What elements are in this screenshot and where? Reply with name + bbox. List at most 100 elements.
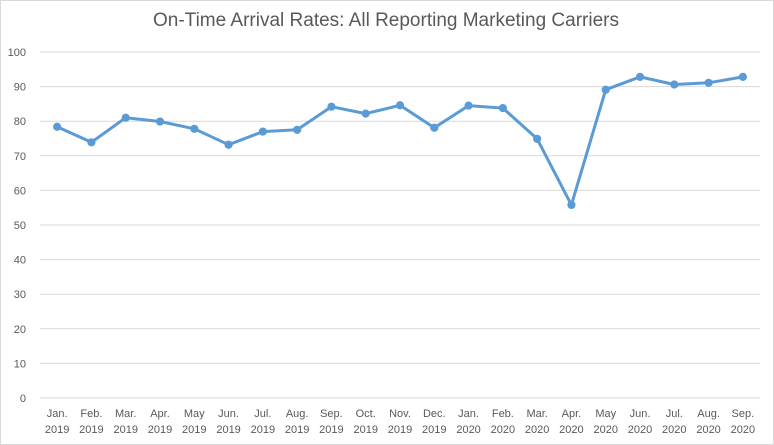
y-tick-label: 10 xyxy=(14,358,26,370)
x-tick-year: 2020 xyxy=(628,424,652,436)
x-tick-label: Aug. 2019 xyxy=(285,408,309,436)
y-axis-tick-labels: 0 10 20 30 40 50 60 70 80 90 100 xyxy=(8,47,26,405)
x-tick-label: Jul. 2020 xyxy=(662,408,686,436)
x-tick-month: Apr. xyxy=(562,408,582,420)
x-tick-month: Nov. xyxy=(389,408,411,420)
data-point xyxy=(121,113,130,122)
x-tick-label: Apr. 2019 xyxy=(148,408,172,436)
x-tick-label: Dec. 2019 xyxy=(422,408,446,436)
data-point xyxy=(430,123,439,132)
y-tick-label: 40 xyxy=(14,255,26,267)
y-tick-label: 90 xyxy=(14,82,26,94)
y-tick-label: 60 xyxy=(14,185,26,197)
x-tick-month: Sep. xyxy=(732,408,755,420)
data-point xyxy=(155,117,165,126)
y-tick-label: 30 xyxy=(14,289,26,301)
x-tick-label: Nov. 2019 xyxy=(388,408,412,436)
data-point xyxy=(498,103,507,113)
x-tick-month: Aug. xyxy=(286,408,309,420)
x-tick-label: Jan. 2020 xyxy=(456,408,480,436)
x-tick-label: May 2019 xyxy=(182,408,206,436)
x-tick-year: 2019 xyxy=(182,424,206,436)
x-tick-label: Apr. 2020 xyxy=(559,408,583,436)
y-tick-label: 0 xyxy=(20,393,26,405)
x-tick-month: Jun. xyxy=(630,408,651,420)
chart-title: On-Time Arrival Rates: All Reporting Mar… xyxy=(153,10,619,31)
x-tick-label: Mar. 2019 xyxy=(113,408,137,436)
x-tick-label: Sep. 2019 xyxy=(319,408,343,436)
x-tick-label: May 2020 xyxy=(593,408,617,436)
y-tick-label: 50 xyxy=(14,220,26,232)
x-tick-year: 2020 xyxy=(456,424,480,436)
data-point xyxy=(190,124,199,133)
data-point xyxy=(601,85,610,94)
x-tick-month: May xyxy=(184,408,205,420)
data-point xyxy=(738,72,747,82)
series-layer xyxy=(53,72,747,210)
x-tick-year: 2019 xyxy=(216,424,240,436)
x-tick-label: Jun. 2020 xyxy=(628,408,652,436)
y-tick-label: 70 xyxy=(14,151,26,163)
x-tick-label: Jul. 2019 xyxy=(251,408,275,436)
x-tick-year: 2019 xyxy=(422,424,446,436)
x-tick-year: 2019 xyxy=(45,424,69,436)
x-tick-month: Mar. xyxy=(526,408,547,420)
x-tick-year: 2019 xyxy=(353,424,377,436)
x-tick-year: 2019 xyxy=(113,424,137,436)
data-point xyxy=(87,138,96,147)
x-tick-month: Jan. xyxy=(47,408,68,420)
data-point xyxy=(395,101,405,110)
x-tick-label: Feb. 2020 xyxy=(491,408,515,436)
x-tick-month: Apr. xyxy=(150,408,170,420)
x-tick-year: 2020 xyxy=(593,424,617,436)
data-point xyxy=(704,78,713,87)
x-tick-year: 2020 xyxy=(525,424,549,436)
data-point xyxy=(533,134,542,143)
x-tick-year: 2019 xyxy=(319,424,343,436)
x-tick-label: Oct. 2019 xyxy=(353,408,377,436)
x-tick-month: Jul. xyxy=(666,408,683,420)
x-tick-label: Sep. 2020 xyxy=(731,408,755,436)
data-point xyxy=(464,101,473,110)
x-tick-year: 2020 xyxy=(731,424,755,436)
y-tick-label: 20 xyxy=(14,324,26,336)
x-tick-year: 2020 xyxy=(491,424,515,436)
data-point xyxy=(567,200,576,210)
data-point xyxy=(635,72,645,82)
x-tick-month: Jun. xyxy=(218,408,239,420)
x-tick-month: Aug. xyxy=(697,408,720,420)
x-tick-label: Jun. 2019 xyxy=(216,408,240,436)
x-tick-label: Mar. 2020 xyxy=(525,408,549,436)
x-axis-tick-labels: Jan.2019Feb.2019Mar.2019Apr.2019May2019J… xyxy=(45,408,755,436)
x-tick-year: 2020 xyxy=(696,424,720,436)
data-point xyxy=(670,80,679,89)
data-point xyxy=(53,122,62,131)
x-tick-label: Jan. 2019 xyxy=(45,408,69,436)
x-tick-year: 2019 xyxy=(79,424,103,436)
gridlines xyxy=(40,51,760,399)
x-tick-year: 2019 xyxy=(388,424,412,436)
x-tick-month: Feb. xyxy=(492,408,514,420)
y-tick-label: 100 xyxy=(8,47,26,59)
x-tick-label: Aug. 2020 xyxy=(696,408,720,436)
x-tick-month: Jul. xyxy=(254,408,271,420)
x-tick-month: Jan. xyxy=(458,408,479,420)
data-point xyxy=(327,102,336,111)
data-point xyxy=(361,109,370,118)
x-tick-month: May xyxy=(595,408,616,420)
data-point xyxy=(224,140,233,149)
x-tick-year: 2019 xyxy=(285,424,309,436)
data-point xyxy=(293,125,302,134)
x-tick-month: Oct. xyxy=(356,408,376,420)
data-point xyxy=(258,127,267,136)
x-tick-year: 2019 xyxy=(148,424,172,436)
x-tick-month: Mar. xyxy=(115,408,136,420)
x-tick-month: Sep. xyxy=(320,408,343,420)
x-tick-year: 2020 xyxy=(662,424,686,436)
x-tick-year: 2019 xyxy=(251,424,275,436)
x-tick-month: Feb. xyxy=(80,408,102,420)
x-tick-month: Dec. xyxy=(423,408,446,420)
y-tick-label: 80 xyxy=(14,116,26,128)
